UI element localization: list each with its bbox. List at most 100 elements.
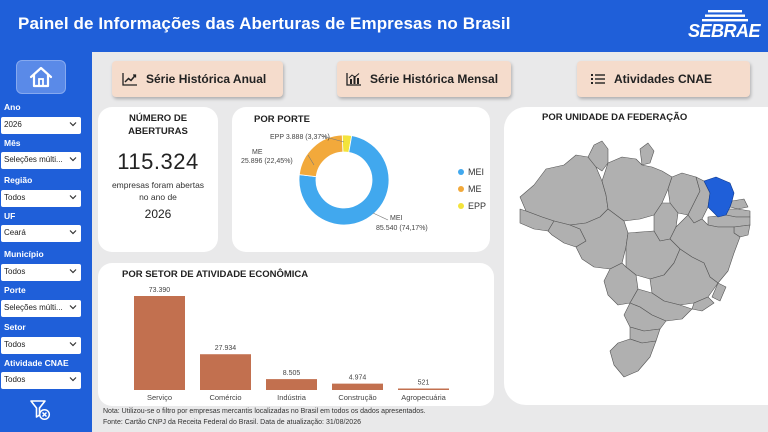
kpi-title-line2: ABERTURAS	[128, 126, 188, 137]
filter-value-municipio: Todos	[4, 267, 26, 276]
list-icon	[591, 74, 605, 84]
porte-donut-chart: EPP 3.888 (3,37%) ME 25.896 (22,45%) MEI…	[241, 134, 428, 232]
state-rn[interactable]	[729, 198, 749, 210]
filter-select-regiao[interactable]: Todos	[1, 190, 81, 207]
bar-value-label: 8.505	[283, 370, 301, 377]
filter-value-uf: Ceará	[4, 228, 26, 237]
home-icon	[29, 66, 53, 88]
filter-select-uf[interactable]: Ceará	[1, 225, 81, 242]
bar-value-label: 73.390	[149, 287, 171, 294]
uf-map-card: POR UNIDADE DA FEDERAÇÃO	[504, 107, 768, 405]
chevron-down-icon	[69, 305, 77, 310]
bar-value-label: 4.974	[349, 375, 367, 382]
me-data-label-name: ME	[252, 149, 263, 156]
monthly-series-button[interactable]: Série Histórica Mensal	[337, 61, 511, 97]
filter-select-mes[interactable]: Seleções múlti...	[1, 152, 81, 169]
sebrae-logo: SEBRAE	[687, 6, 761, 46]
bar-5[interactable]	[398, 388, 449, 391]
bar-1[interactable]	[134, 296, 185, 390]
filter-label-ano: Ano	[4, 102, 21, 112]
legend-label-me: ME	[468, 184, 482, 194]
state-ce-highlighted[interactable]	[703, 176, 735, 218]
kpi-year: 2026	[144, 207, 172, 221]
filter-value-atividade: Todos	[4, 375, 26, 384]
kpi-title-line1: NÚMERO DE	[128, 113, 188, 124]
legend-dot-mei	[458, 169, 464, 175]
page-title: Painel de Informações das Aberturas de E…	[18, 14, 511, 33]
bar-category-label: Serviço	[147, 393, 172, 402]
chevron-down-icon	[69, 230, 77, 235]
filter-value-porte: Seleções múlti...	[4, 303, 63, 312]
filter-value-ano: 2026	[4, 120, 22, 129]
bar-3[interactable]	[266, 379, 317, 390]
legend-dot-epp	[458, 203, 464, 209]
bar-value-label: 27.934	[215, 345, 237, 352]
bar-2[interactable]	[200, 354, 251, 390]
filter-sidebar: Ano 2026 Mês Seleções múlti... Região To…	[0, 52, 92, 432]
filter-label-mes: Mês	[4, 138, 21, 148]
bar-chart-icon	[346, 73, 361, 86]
donut-slice-mei[interactable]	[298, 135, 390, 226]
kpi-value: 115.324	[117, 149, 199, 174]
state-pe[interactable]	[707, 214, 751, 228]
logo-text: SEBRAE	[687, 21, 761, 41]
epp-data-label: EPP 3.888 (3,37%)	[270, 134, 330, 141]
filter-select-municipio[interactable]: Todos	[1, 264, 81, 281]
footnote-source: Fonte: Cartão CNPJ da Receita Federal do…	[103, 419, 361, 426]
line-chart-icon	[122, 73, 137, 86]
mei-data-label-name: MEI	[390, 215, 403, 222]
legend-me: ME	[458, 184, 482, 194]
filter-select-setor[interactable]: Todos	[1, 337, 81, 354]
state-rj[interactable]	[691, 296, 715, 312]
setor-title: POR SETOR DE ATIVIDADE ECONÔMICA	[122, 269, 309, 280]
kpi-title: NÚMERO DE ABERTURAS	[98, 112, 218, 138]
filter-select-atividade[interactable]: Todos	[1, 372, 81, 389]
clear-filters-icon[interactable]	[28, 398, 52, 422]
bar-category-label: Construção	[338, 393, 376, 402]
porte-card: POR PORTE EPP 3.888 (3,37%) ME 25.896 (2…	[232, 107, 490, 252]
chevron-down-icon	[69, 122, 77, 127]
filter-label-uf: UF	[4, 211, 16, 221]
bar-category-label: Indústria	[277, 393, 307, 402]
filter-select-ano[interactable]: 2026	[1, 117, 81, 134]
footnote-note: Nota: Utilizou-se o filtro por empresas …	[103, 408, 426, 415]
state-rr[interactable]	[587, 140, 609, 172]
donut-slice-me[interactable]	[298, 134, 344, 178]
header-bar: Painel de Informações das Aberturas de E…	[0, 0, 768, 52]
logo-bars-icon	[702, 10, 748, 22]
cnae-activities-label: Atividades CNAE	[614, 72, 713, 86]
filter-label-porte: Porte	[4, 285, 26, 295]
setor-bar-chart: 73.390 Serviço 27.934 Comércio 8.505 Indústri…	[134, 287, 449, 402]
monthly-series-label: Série Histórica Mensal	[370, 72, 499, 86]
brazil-map	[519, 140, 751, 378]
filter-select-porte[interactable]: Seleções múlti...	[1, 300, 81, 317]
bar-value-label: 521	[418, 380, 430, 387]
bar-4[interactable]	[332, 383, 383, 390]
chevron-down-icon	[69, 377, 77, 382]
mei-data-label-value: 85.540 (74,17%)	[376, 225, 428, 232]
uf-map-title: POR UNIDADE DA FEDERAÇÃO	[542, 112, 688, 123]
state-ap[interactable]	[639, 142, 655, 166]
legend-dot-me	[458, 186, 464, 192]
chevron-down-icon	[69, 195, 77, 200]
setor-card: POR SETOR DE ATIVIDADE ECONÔMICA 73.390 S…	[98, 263, 494, 406]
cnae-activities-button[interactable]: Atividades CNAE	[577, 61, 750, 97]
filter-label-municipio: Município	[4, 249, 44, 259]
state-rs[interactable]	[609, 338, 657, 378]
kpi-subtitle: empresas foram abertas no ano de	[98, 179, 218, 203]
kpi-card: NÚMERO DE ABERTURAS 115.324 empresas for…	[98, 107, 218, 252]
filter-label-atividade: Atividade CNAE	[4, 358, 69, 368]
bar-category-label: Agropecuária	[401, 393, 446, 402]
annual-series-button[interactable]: Série Histórica Anual	[112, 61, 283, 97]
legend-mei: MEI	[458, 167, 484, 177]
porte-title: POR PORTE	[254, 114, 310, 125]
home-button[interactable]	[16, 60, 66, 94]
filter-value-regiao: Todos	[4, 193, 26, 202]
kpi-sub-line2: no ano de	[139, 192, 177, 202]
me-data-label-value: 25.896 (22,45%)	[241, 158, 293, 165]
filter-value-setor: Todos	[4, 340, 26, 349]
legend-label-epp: EPP	[468, 201, 487, 211]
filter-label-setor: Setor	[4, 322, 26, 332]
legend-label-mei: MEI	[468, 167, 485, 177]
state-es[interactable]	[711, 282, 727, 302]
